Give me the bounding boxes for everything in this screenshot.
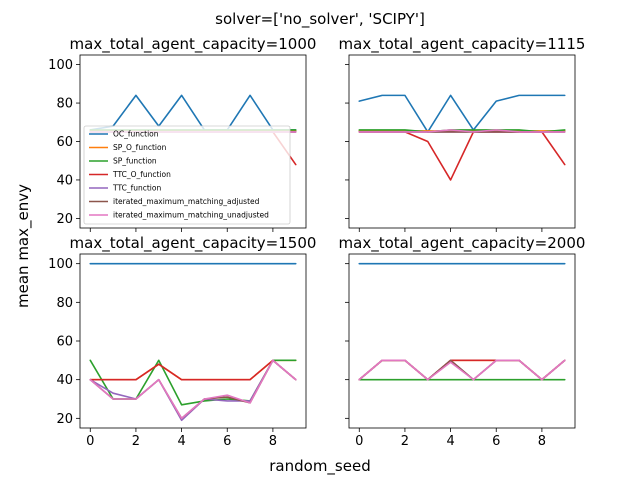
subplot-title: max_total_agent_capacity=2000	[339, 234, 586, 253]
legend-frame	[83, 125, 291, 225]
y-tick-label: 100	[48, 257, 73, 272]
x-tick-label: 6	[223, 434, 231, 449]
figure-suptitle: solver=['no_solver', 'SCIPY']	[215, 10, 425, 29]
y-tick-label: 80	[56, 296, 73, 311]
legend-label: TTC_O_function	[112, 170, 171, 179]
subplot-4: max_total_agent_capacity=2000 0 2 4 6 8	[339, 234, 586, 449]
x-tick-label: 2	[401, 434, 409, 449]
legend-label: OC_function	[113, 130, 159, 139]
y-tick-label: 20	[56, 212, 73, 227]
axes-frame	[348, 253, 576, 429]
series-line-iterated_maximum_matching_unadjusted	[358, 359, 566, 381]
subplot-title: max_total_agent_capacity=1500	[70, 234, 317, 253]
subplot-1: max_total_agent_capacity=1000 20 40 60 80 100…	[48, 35, 316, 232]
x-tick-label: 0	[86, 434, 94, 449]
x-tick-label: 4	[446, 434, 454, 449]
x-tick-label: 6	[492, 434, 500, 449]
x-tick-label: 2	[132, 434, 140, 449]
x-tick-label: 8	[269, 434, 277, 449]
series-line-TTC_function	[89, 359, 297, 422]
series-line-OC_function	[358, 94, 566, 133]
y-tick-label: 100	[48, 58, 73, 73]
series-line-TTC_O_function	[89, 359, 297, 381]
y-tick-label: 80	[56, 97, 73, 112]
subplot-title: max_total_agent_capacity=1000	[70, 35, 317, 54]
series-line-iterated_maximum_matching_unadjusted	[89, 359, 297, 420]
y-tick-label: 60	[56, 135, 73, 150]
axes-frame	[79, 253, 307, 429]
x-tick-label: 0	[355, 434, 363, 449]
subplot-title: max_total_agent_capacity=1115	[339, 35, 586, 54]
y-tick-label: 40	[56, 373, 73, 388]
legend-label: TTC_function	[112, 184, 161, 193]
legend-label: SP_function	[113, 157, 157, 166]
axes-frame	[348, 54, 576, 229]
figure-xlabel: random_seed	[269, 457, 370, 476]
legend-label: iterated_maximum_matching_unadjusted	[113, 211, 269, 220]
y-tick-label: 40	[56, 173, 73, 188]
series-line-SP_function	[358, 129, 566, 133]
series-line-iterated_maximum_matching_unadjusted	[358, 129, 566, 133]
legend-label: SP_O_function	[113, 143, 167, 152]
series-line-OC_function	[89, 94, 297, 131]
y-tick-label: 60	[56, 335, 73, 350]
y-tick-label: 20	[56, 412, 73, 427]
legend-label: iterated_maximum_matching_adjusted	[113, 197, 260, 206]
subplot-2: max_total_agent_capacity=1115	[339, 35, 586, 232]
figure-ylabel: mean max_envy	[14, 184, 33, 308]
series-line-TTC_O_function	[358, 131, 566, 181]
subplot-3: max_total_agent_capacity=1500 0 2 4 6 8 20 40 60…	[48, 234, 316, 449]
x-tick-label: 8	[538, 434, 546, 449]
x-tick-label: 4	[177, 434, 185, 449]
legend: OC_function SP_O_function SP_function TTC_O…	[83, 125, 291, 225]
